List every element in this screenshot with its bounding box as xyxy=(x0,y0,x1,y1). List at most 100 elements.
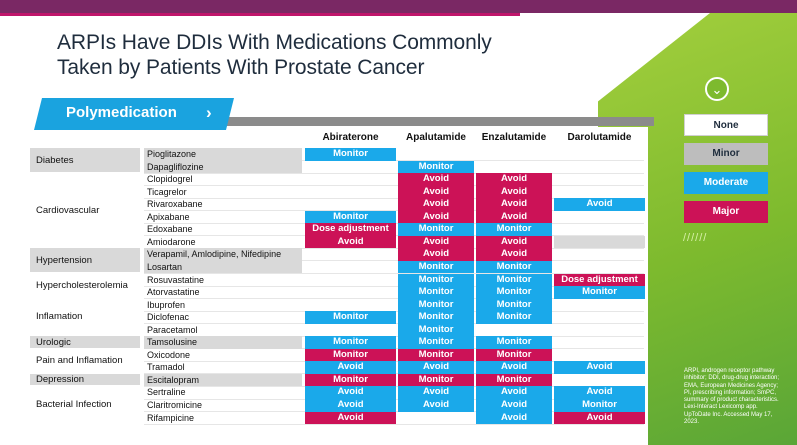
footnote: ARPI, androgen receptor pathway inhibito… xyxy=(684,368,780,426)
interaction-cell: Avoid xyxy=(476,198,552,211)
interaction-cell: Avoid xyxy=(476,235,552,249)
interaction-cell: Avoid xyxy=(398,235,474,249)
interaction-cell: Avoid xyxy=(554,411,645,425)
interaction-cell: Avoid xyxy=(305,411,396,425)
interaction-cell: Monitor xyxy=(398,311,474,324)
interaction-cell: Avoid xyxy=(476,399,552,412)
interaction-cell: Monitor xyxy=(398,160,474,174)
interaction-cell: Monitor xyxy=(476,273,552,286)
row-divider xyxy=(144,323,644,325)
header-divider xyxy=(44,117,654,126)
row-divider xyxy=(144,260,644,262)
interaction-cell: Monitor xyxy=(305,373,396,387)
interaction-cell: Avoid xyxy=(476,411,552,425)
drug-name: Losartan xyxy=(144,260,302,274)
interaction-cell: Monitor xyxy=(398,323,474,337)
interaction-cell: Monitor xyxy=(398,273,474,286)
interaction-cell: Monitor xyxy=(476,311,552,324)
interaction-cell: Monitor xyxy=(398,223,474,236)
drug-name: Tramadol xyxy=(147,362,185,373)
row-divider xyxy=(144,247,644,249)
drug-name: Claritromicine xyxy=(147,400,203,410)
interaction-cell: Avoid xyxy=(554,386,645,399)
interaction-cell: Avoid xyxy=(398,386,474,399)
category-label: Cardiovascular xyxy=(36,204,100,216)
interaction-cell: Monitor xyxy=(398,348,474,362)
interaction-cell: Monitor xyxy=(476,348,552,362)
drug-name: Verapamil, Amlodipine, Nifedipine xyxy=(144,248,302,261)
interaction-cell: Avoid xyxy=(305,235,396,249)
interaction-cell: Avoid xyxy=(305,399,396,412)
legend-none: None xyxy=(684,114,768,136)
row-divider xyxy=(144,185,644,187)
interaction-cell: Monitor xyxy=(398,298,474,312)
interaction-cell: Monitor xyxy=(476,223,552,236)
category-label: Hypercholesterolemia xyxy=(36,280,128,292)
interaction-cell xyxy=(554,235,645,249)
interaction-cell: Avoid xyxy=(305,361,396,374)
interaction-cell: Monitor xyxy=(398,260,474,274)
row-divider xyxy=(144,273,644,274)
interaction-cell: Avoid xyxy=(398,185,474,199)
column-header-enzalutamide: Enzalutamide xyxy=(481,132,547,143)
interaction-cell: Monitor xyxy=(305,311,396,324)
title-line-2: Taken by Patients With Prostate Cancer xyxy=(57,56,425,79)
category-label: Urologic xyxy=(30,336,140,348)
interaction-cell: Avoid xyxy=(476,361,552,374)
category-label: Inflamation xyxy=(36,311,83,323)
drug-name: Clopidogrel xyxy=(147,174,193,185)
drug-name: Rosuvastatine xyxy=(147,274,205,285)
row-divider xyxy=(144,160,644,162)
drug-name: Rifampicine xyxy=(147,412,195,423)
drug-name: Ibuprofen xyxy=(147,299,186,310)
interaction-cell: Monitor xyxy=(305,210,396,224)
interaction-cell: Avoid xyxy=(554,361,645,374)
interaction-cell: Avoid xyxy=(398,248,474,261)
drug-name: Diclofenac xyxy=(147,312,190,323)
interaction-cell: Avoid xyxy=(476,386,552,399)
section-tag[interactable] xyxy=(34,98,234,130)
interaction-cell: Avoid xyxy=(398,399,474,412)
interaction-cell: Dose adjustment xyxy=(305,223,396,236)
column-header-abiraterone: Abiraterone xyxy=(322,132,379,143)
interaction-cell: Avoid xyxy=(398,210,474,224)
column-header-apalutamide: Apalutamide xyxy=(405,132,466,143)
legend-major: Major xyxy=(684,201,768,223)
drug-name: Escitalopram xyxy=(144,373,302,387)
interaction-cell: Monitor xyxy=(476,336,552,349)
row-divider xyxy=(144,285,644,287)
interaction-cell: Monitor xyxy=(398,373,474,387)
hatch-decoration: ////// xyxy=(683,232,708,244)
drug-name: Edoxabane xyxy=(147,224,193,235)
interaction-cell: Dose adjustment xyxy=(554,273,645,286)
category-label: Pain and Inflamation xyxy=(36,355,123,367)
interaction-cell: Avoid xyxy=(398,173,474,186)
section-tag-label: Polymedication xyxy=(66,104,177,121)
category-label: Hypertension xyxy=(30,248,140,273)
row-divider xyxy=(144,172,644,174)
category-label: Diabetes xyxy=(30,148,140,173)
interaction-cell: Monitor xyxy=(476,286,552,299)
legend-moderate: Moderate xyxy=(684,172,768,194)
interaction-cell: Avoid xyxy=(476,173,552,186)
interaction-cell: Monitor xyxy=(476,260,552,274)
row-divider xyxy=(144,298,644,300)
drug-name: Paracetamol xyxy=(147,324,198,335)
interaction-cell: Avoid xyxy=(305,386,396,399)
chevron-right-icon: › xyxy=(206,103,212,122)
interaction-cell: Monitor xyxy=(398,336,474,349)
interaction-cell: Monitor xyxy=(476,373,552,387)
row-divider xyxy=(144,423,644,425)
interaction-cell: Avoid xyxy=(398,198,474,211)
drug-name: Dapagliflozine xyxy=(144,160,302,174)
interaction-cell: Avoid xyxy=(476,185,552,199)
category-label: Depression xyxy=(30,373,140,386)
interaction-cell: Monitor xyxy=(305,336,396,349)
drug-name: Apixabane xyxy=(147,211,190,222)
interaction-cell: Avoid xyxy=(554,198,645,211)
interaction-cell: Avoid xyxy=(476,248,552,261)
category-label: Bacterial Infection xyxy=(36,399,112,411)
top-banner xyxy=(0,0,797,14)
drug-name: Tamsolusine xyxy=(144,336,302,349)
drug-name: Amiodarone xyxy=(147,236,196,247)
